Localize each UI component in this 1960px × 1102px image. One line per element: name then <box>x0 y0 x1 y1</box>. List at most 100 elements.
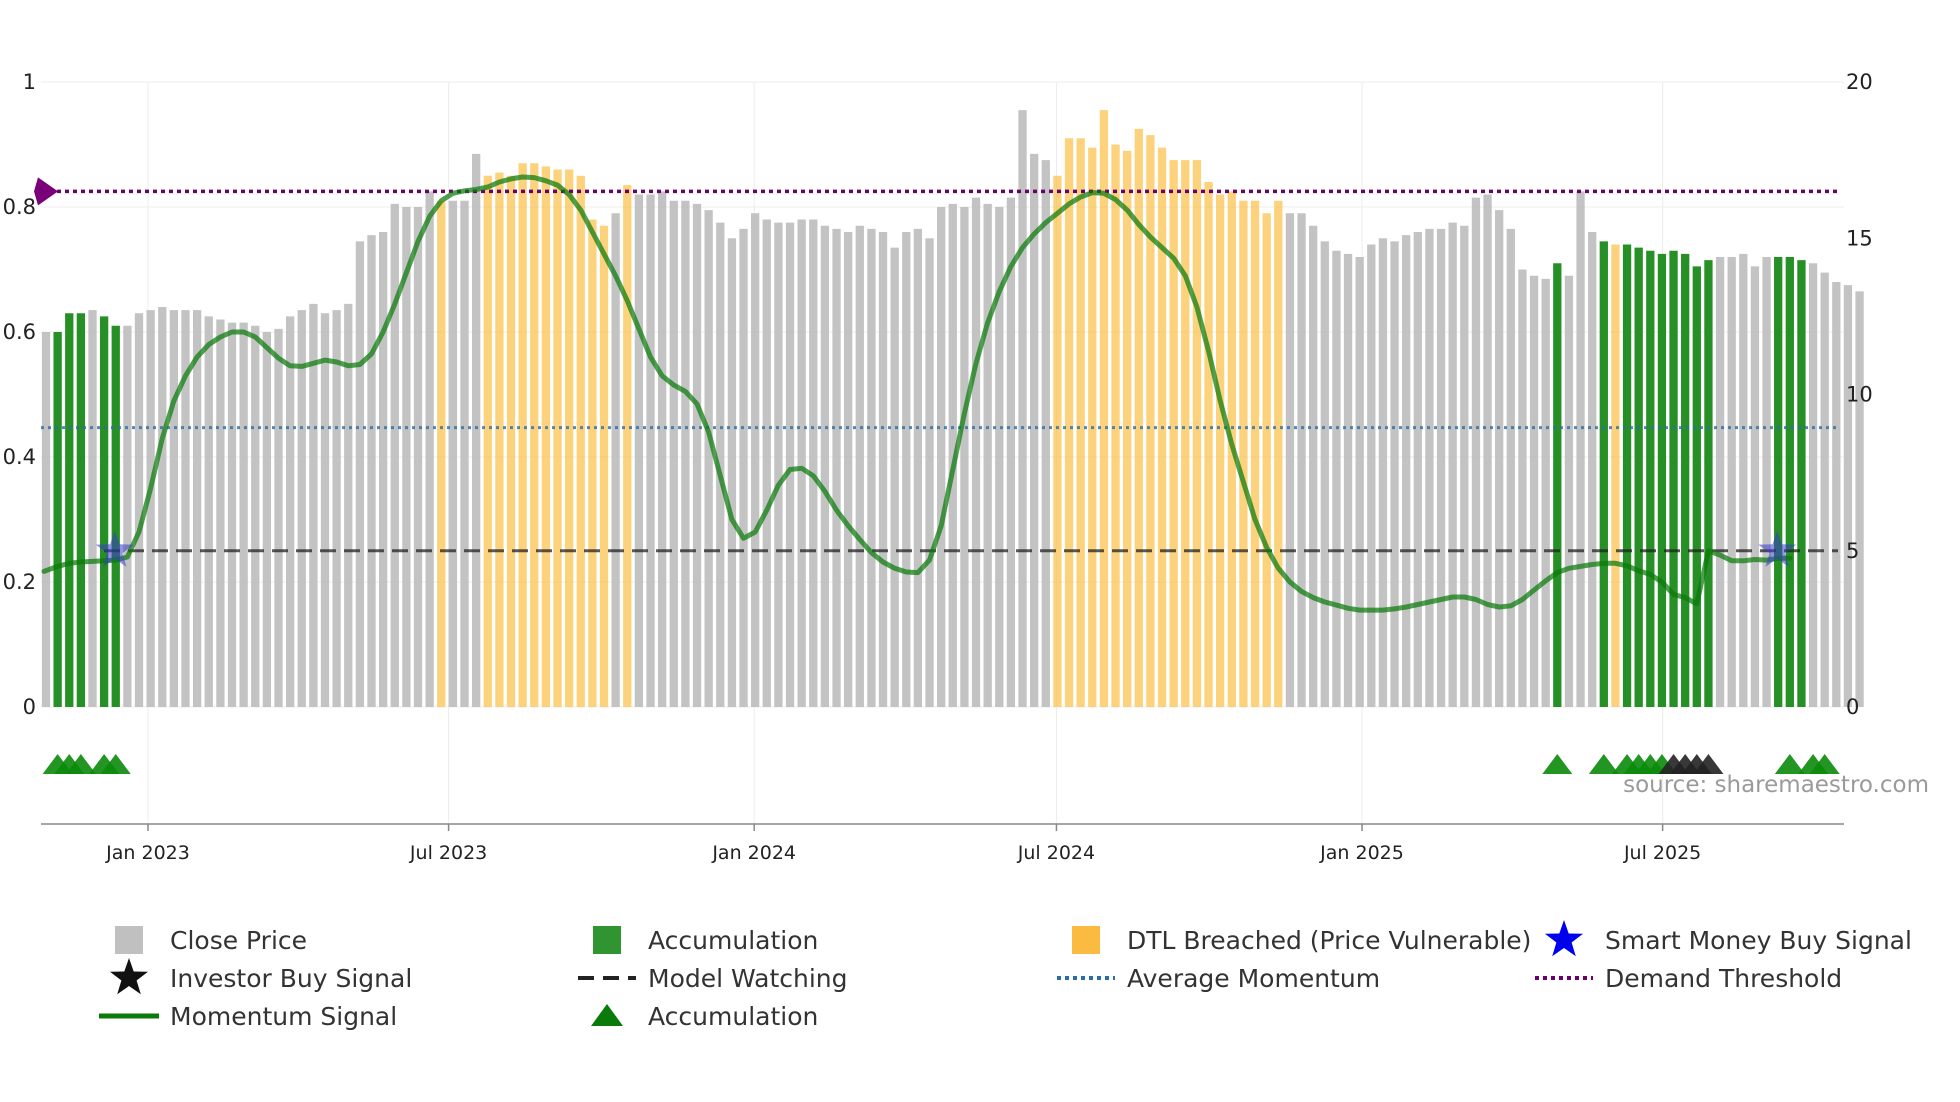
legend-item: Smart Money Buy Signal <box>1545 920 1912 957</box>
close-price-bar <box>181 310 190 707</box>
dtl-breached-bar <box>530 163 539 707</box>
close-price-bar <box>1529 275 1539 707</box>
accumulation-bar <box>1622 244 1632 707</box>
close-price-bar <box>1309 225 1318 707</box>
close-price-bar <box>797 219 806 707</box>
close-price-bar <box>1425 228 1434 707</box>
close-price-bar <box>1448 222 1457 707</box>
dtl-breached-bar <box>1169 160 1178 707</box>
close-price-bar <box>448 200 458 707</box>
dtl-breached-bar <box>518 163 527 707</box>
close-price-bar <box>925 238 934 707</box>
close-price-bar <box>471 153 481 707</box>
close-price-bar <box>1471 197 1481 707</box>
close-price-bar <box>402 207 411 707</box>
close-price-bar <box>1367 244 1376 707</box>
dtl-breached-bar <box>483 175 492 707</box>
demand-threshold-marker <box>34 177 58 206</box>
close-price-bar <box>1518 269 1527 707</box>
legend-swatch <box>593 926 621 954</box>
accumulation-bar <box>1657 253 1667 707</box>
close-price-bar <box>378 232 388 707</box>
close-price-bar <box>1483 194 1492 707</box>
x-tick-label: Jan 2024 <box>711 842 796 864</box>
close-price-bar <box>1355 257 1364 707</box>
close-price-bar <box>1727 257 1736 707</box>
close-price-bar <box>1285 213 1295 707</box>
accumulation-marker <box>1542 754 1573 774</box>
close-price-bar <box>785 222 795 707</box>
accumulation-marker <box>100 754 131 774</box>
close-price-bar <box>948 203 957 707</box>
accumulation-bar <box>1797 260 1806 707</box>
dtl-breached-bar <box>495 172 504 707</box>
dtl-breached-bar <box>553 169 562 707</box>
legend-swatch <box>1072 926 1100 954</box>
dtl-breached-bar <box>1611 244 1620 707</box>
dtl-breached-bar <box>1239 200 1248 707</box>
legend-star-icon <box>110 958 148 995</box>
accumulation-bar <box>1634 247 1643 707</box>
close-price-bar <box>146 310 155 707</box>
x-tick-label: Jan 2025 <box>1319 842 1404 864</box>
legend-label: Momentum Signal <box>170 1002 397 1031</box>
close-price-bar <box>1808 263 1818 707</box>
close-price-bar <box>995 207 1004 707</box>
dtl-breached-bar <box>1111 144 1120 707</box>
close-price-bar <box>216 319 225 707</box>
close-price-bar <box>751 213 760 707</box>
left-tick-label: 0 <box>23 695 36 719</box>
close-price-bar <box>355 241 365 707</box>
close-price-bar <box>809 219 818 707</box>
right-tick-label: 20 <box>1846 70 1873 94</box>
dtl-breached-bar <box>588 219 597 707</box>
close-price-bar <box>1402 235 1411 707</box>
legend-item: Close Price <box>115 926 307 955</box>
close-price-bar <box>344 303 353 707</box>
momentum-signal-line <box>41 174 1793 613</box>
left-tick-label: 0.8 <box>3 195 36 219</box>
legend-item: Accumulation <box>591 1002 818 1031</box>
close-price-bar <box>983 203 992 707</box>
accumulation-bar <box>1681 253 1690 707</box>
left-tick-label: 1 <box>23 70 36 94</box>
close-price-bar <box>727 238 737 707</box>
dtl-breached-bar <box>1274 200 1283 707</box>
close-price-bar <box>332 310 341 707</box>
legend-item: Accumulation <box>593 926 818 955</box>
accumulation-bar <box>1669 250 1678 707</box>
close-price-bar <box>227 322 237 707</box>
dtl-breached-bar <box>1192 160 1202 707</box>
accumulation-bar <box>111 325 120 707</box>
close-price-bar <box>1460 225 1469 707</box>
accumulation-bar <box>1599 241 1608 707</box>
close-price-bar <box>204 316 213 707</box>
dtl-breached-bar <box>1146 135 1155 707</box>
close-price-bar <box>902 232 911 707</box>
smart-money-star <box>1758 530 1797 567</box>
close-price-bar <box>1041 160 1050 707</box>
dtl-breached-bar <box>576 175 585 707</box>
close-price-bar <box>309 303 318 707</box>
close-price-bar <box>1506 228 1515 707</box>
close-price-bar <box>1030 153 1039 707</box>
close-price-bar <box>367 235 376 707</box>
legend-label: Smart Money Buy Signal <box>1605 926 1912 955</box>
dtl-breached-bar <box>437 200 446 707</box>
accumulation-bar <box>53 332 62 707</box>
close-price-bar <box>762 219 771 707</box>
close-price-bar <box>169 310 179 707</box>
close-price-bar <box>960 207 969 707</box>
close-price-bar <box>1762 257 1771 707</box>
dtl-breached-bar <box>1134 128 1143 707</box>
legend-item: Investor Buy Signal <box>110 958 412 995</box>
source-label: source: sharemaestro.com <box>1623 772 1929 798</box>
close-price-bar <box>971 197 981 707</box>
dtl-breached-bar <box>623 185 632 707</box>
signal-markers <box>42 530 1840 774</box>
dtl-breached-bar <box>1262 213 1271 707</box>
close-price-bar <box>832 228 841 707</box>
close-price-bar <box>134 313 144 707</box>
accumulation-bar <box>1704 260 1713 707</box>
